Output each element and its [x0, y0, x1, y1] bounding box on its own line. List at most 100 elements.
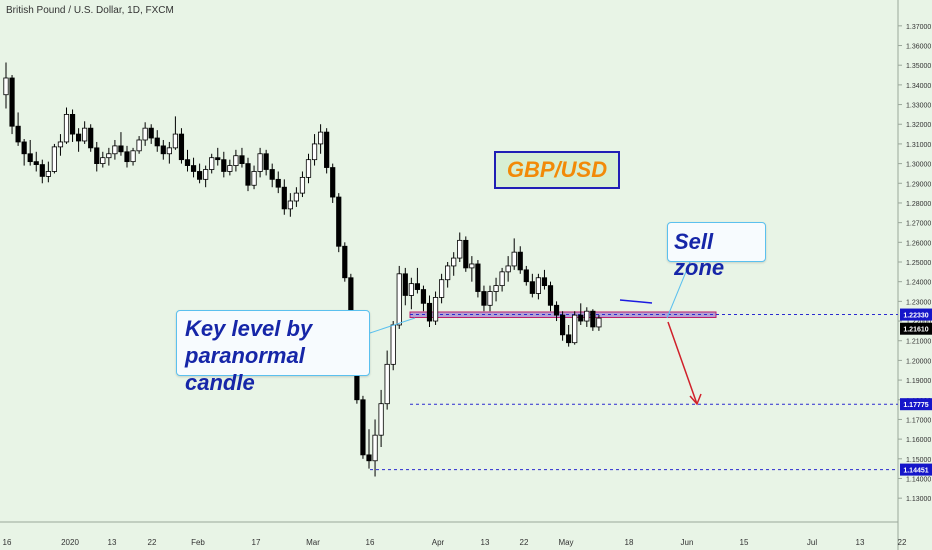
- candle-bull: [445, 265, 451, 281]
- candle-bear: [263, 153, 269, 170]
- y-tick-label: 1.29000: [906, 181, 931, 188]
- candle-bull: [372, 434, 378, 462]
- candle-bear: [196, 171, 203, 180]
- candle-bear: [547, 285, 554, 306]
- candle-bear: [281, 186, 287, 210]
- candle-bear: [553, 304, 560, 316]
- price-tag-1.17775-bg: [900, 398, 932, 411]
- sell-projection-arrow: [667, 321, 698, 405]
- x-tick-label: May: [558, 538, 573, 547]
- candle-bear: [221, 159, 227, 172]
- candle-bull: [469, 263, 475, 269]
- candle-bear: [590, 310, 596, 328]
- y-tick-label: 1.21000: [906, 339, 931, 346]
- candle-bull: [390, 324, 396, 365]
- y-tick-label: 1.17000: [906, 417, 931, 424]
- candle-bear: [366, 454, 372, 462]
- y-tick-label: 1.28000: [906, 201, 931, 208]
- candle-bull: [209, 157, 215, 170]
- resistance-trendline: [619, 299, 653, 304]
- candle-bull: [457, 239, 463, 259]
- candle-bear: [475, 263, 481, 292]
- x-tick-label: Apr: [432, 538, 445, 547]
- candle-bull: [596, 317, 602, 328]
- x-tick-label: 2020: [61, 538, 79, 547]
- candle-bear: [76, 133, 82, 142]
- candle-bull: [112, 145, 118, 155]
- candle-bear: [39, 164, 45, 177]
- candle-bull: [487, 291, 493, 306]
- candle-bear: [330, 167, 336, 198]
- candle-bull: [305, 159, 312, 178]
- sell-zone-callout[interactable]: Sell zone: [667, 222, 766, 280]
- key-level-callout[interactable]: Key level by paranormal candle: [176, 310, 370, 395]
- y-tick-label: 1.32000: [906, 122, 931, 129]
- candle-bull: [396, 273, 402, 326]
- candle-bull: [451, 257, 457, 267]
- candle-bear: [560, 314, 566, 336]
- y-tick-label: 1.23000: [906, 299, 931, 306]
- price-tag-1.17775: 1.17775: [903, 402, 928, 409]
- candle-bull: [257, 153, 263, 172]
- candle-bull: [505, 265, 511, 273]
- candle-bull: [82, 127, 88, 142]
- y-tick-label: 1.31000: [906, 142, 931, 149]
- candle-bull: [166, 147, 172, 155]
- candle-bull: [408, 283, 414, 296]
- y-tick-label: 1.35000: [906, 63, 931, 70]
- y-tick-label: 1.30000: [906, 162, 931, 169]
- price-tag-1.14451-bg: [900, 463, 932, 476]
- candle-bear: [529, 281, 535, 294]
- candle-bear: [566, 334, 572, 344]
- y-tick-label: 1.16000: [906, 437, 931, 444]
- x-tick-label: 13: [856, 538, 865, 547]
- y-tick-label: 1.25000: [906, 260, 931, 267]
- x-tick-label: 17: [252, 538, 261, 547]
- y-tick-label: 1.15000: [906, 457, 931, 464]
- candle-bull: [63, 114, 70, 143]
- candle-bear: [402, 273, 408, 296]
- candle-bear: [360, 399, 366, 456]
- y-tick-label: 1.37000: [906, 24, 931, 31]
- price-tag-1.22330-bg: [900, 308, 932, 321]
- y-tick-label: 1.24000: [906, 280, 931, 287]
- x-tick-label: 15: [740, 538, 749, 547]
- candle-bear: [178, 133, 185, 161]
- candle-bull: [227, 165, 233, 172]
- candle-bull: [511, 251, 517, 267]
- candle-bull: [317, 131, 324, 145]
- y-tick-label: 1.27000: [906, 221, 931, 228]
- x-tick-label: Jun: [681, 538, 694, 547]
- key-level-pointer: [369, 317, 416, 334]
- candle-bear: [275, 178, 281, 188]
- price-tag-last: 1.21610: [903, 327, 928, 334]
- candle-bull: [130, 150, 136, 163]
- candle-bull: [384, 363, 390, 405]
- x-tick-label: Mar: [306, 538, 320, 547]
- candle-bull: [136, 139, 142, 152]
- x-tick-label: Jul: [807, 538, 817, 547]
- candle-bear: [190, 165, 197, 172]
- price-tag-last-bg: [900, 322, 932, 335]
- candle-bull: [311, 143, 318, 161]
- candle-bull: [378, 403, 384, 436]
- x-tick-label: 13: [108, 538, 117, 547]
- candle-bull: [438, 279, 445, 298]
- candle-bear: [27, 153, 33, 163]
- y-tick-label: 1.19000: [906, 378, 931, 385]
- y-tick-label: 1.26000: [906, 240, 931, 247]
- candle-bear: [148, 127, 154, 139]
- x-tick-label: 22: [148, 538, 157, 547]
- candle-bear: [239, 155, 245, 164]
- candle-bear: [124, 151, 130, 163]
- sell-projection-arrowhead: [689, 393, 702, 406]
- y-tick-label: 1.33000: [906, 103, 931, 110]
- candle-bull: [432, 297, 439, 322]
- candle-bear: [88, 127, 94, 149]
- x-tick-label: 16: [366, 538, 375, 547]
- candle-bear: [324, 131, 330, 168]
- candle-bear: [541, 277, 548, 287]
- candle-bear: [184, 159, 191, 166]
